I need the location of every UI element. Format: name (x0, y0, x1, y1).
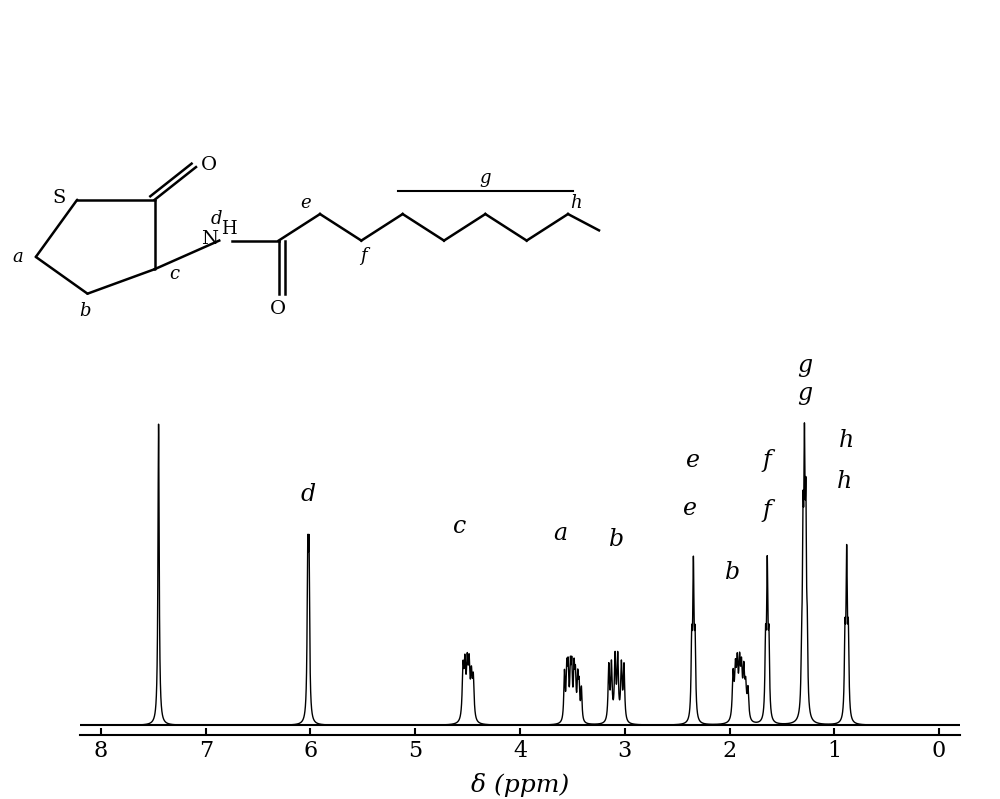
Text: b: b (609, 528, 624, 551)
Text: f: f (361, 247, 367, 265)
Text: c: c (169, 265, 179, 283)
Text: f: f (762, 499, 771, 522)
Text: a: a (12, 248, 23, 266)
Text: g: g (480, 169, 491, 187)
Text: H: H (221, 221, 236, 238)
Text: h: h (570, 193, 582, 212)
Text: c: c (453, 515, 466, 539)
Text: N: N (201, 229, 218, 248)
Text: e: e (300, 193, 311, 212)
Text: g: g (797, 382, 812, 405)
Text: O: O (201, 156, 217, 174)
Text: S: S (52, 189, 66, 207)
Text: b: b (79, 302, 91, 320)
Text: h: h (837, 470, 852, 493)
Text: d: d (301, 483, 316, 506)
Text: b: b (725, 561, 740, 584)
X-axis label: δ (ppm): δ (ppm) (471, 773, 569, 797)
Text: O: O (270, 300, 286, 318)
Text: d: d (211, 210, 222, 229)
Text: g: g (797, 354, 812, 377)
Text: a: a (553, 522, 567, 545)
Text: h: h (839, 429, 854, 452)
Text: e: e (683, 498, 697, 520)
Text: e: e (686, 448, 700, 471)
Text: f: f (762, 448, 771, 471)
